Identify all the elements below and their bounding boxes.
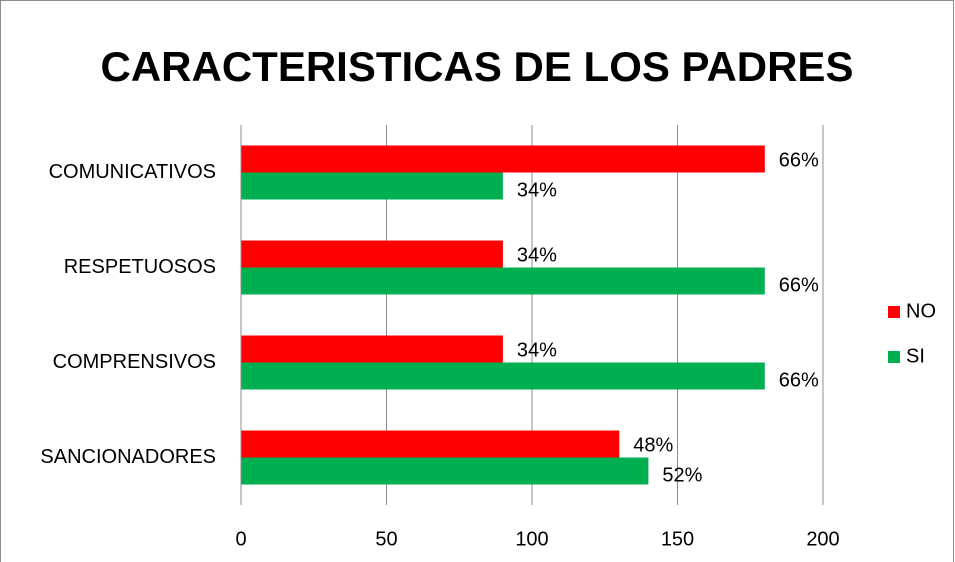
bar [241,457,649,485]
x-tick-label: 0 [235,528,246,550]
value-label: 66% [779,274,819,296]
x-tick-label: 50 [375,528,397,550]
x-tick-label: 200 [806,528,839,550]
bar [241,267,765,295]
legend-label: NO [906,300,936,322]
legend-label: SI [906,345,925,367]
bar [241,335,503,363]
chart-title: CARACTERISTICAS DE LOS PADRES [101,43,854,90]
value-label: 34% [517,339,557,361]
bar [241,172,503,200]
y-tick-label: COMPRENSIVOS [53,351,216,373]
y-tick-label: RESPETUOSOS [64,256,216,278]
bar [241,145,765,173]
value-label: 52% [662,464,702,486]
legend-swatch [888,351,900,363]
y-tick-label: COMUNICATIVOS [49,161,216,183]
value-label: 34% [517,244,557,266]
value-label: 48% [633,434,673,456]
bar [241,240,503,268]
y-tick-label: SANCIONADORES [40,446,216,468]
value-label: 34% [517,179,557,201]
x-tick-label: 150 [661,528,694,550]
value-label: 66% [779,149,819,171]
bar [241,362,765,390]
bar [241,430,620,458]
legend-swatch [888,306,900,318]
value-label: 66% [779,369,819,391]
x-tick-label: 100 [515,528,548,550]
